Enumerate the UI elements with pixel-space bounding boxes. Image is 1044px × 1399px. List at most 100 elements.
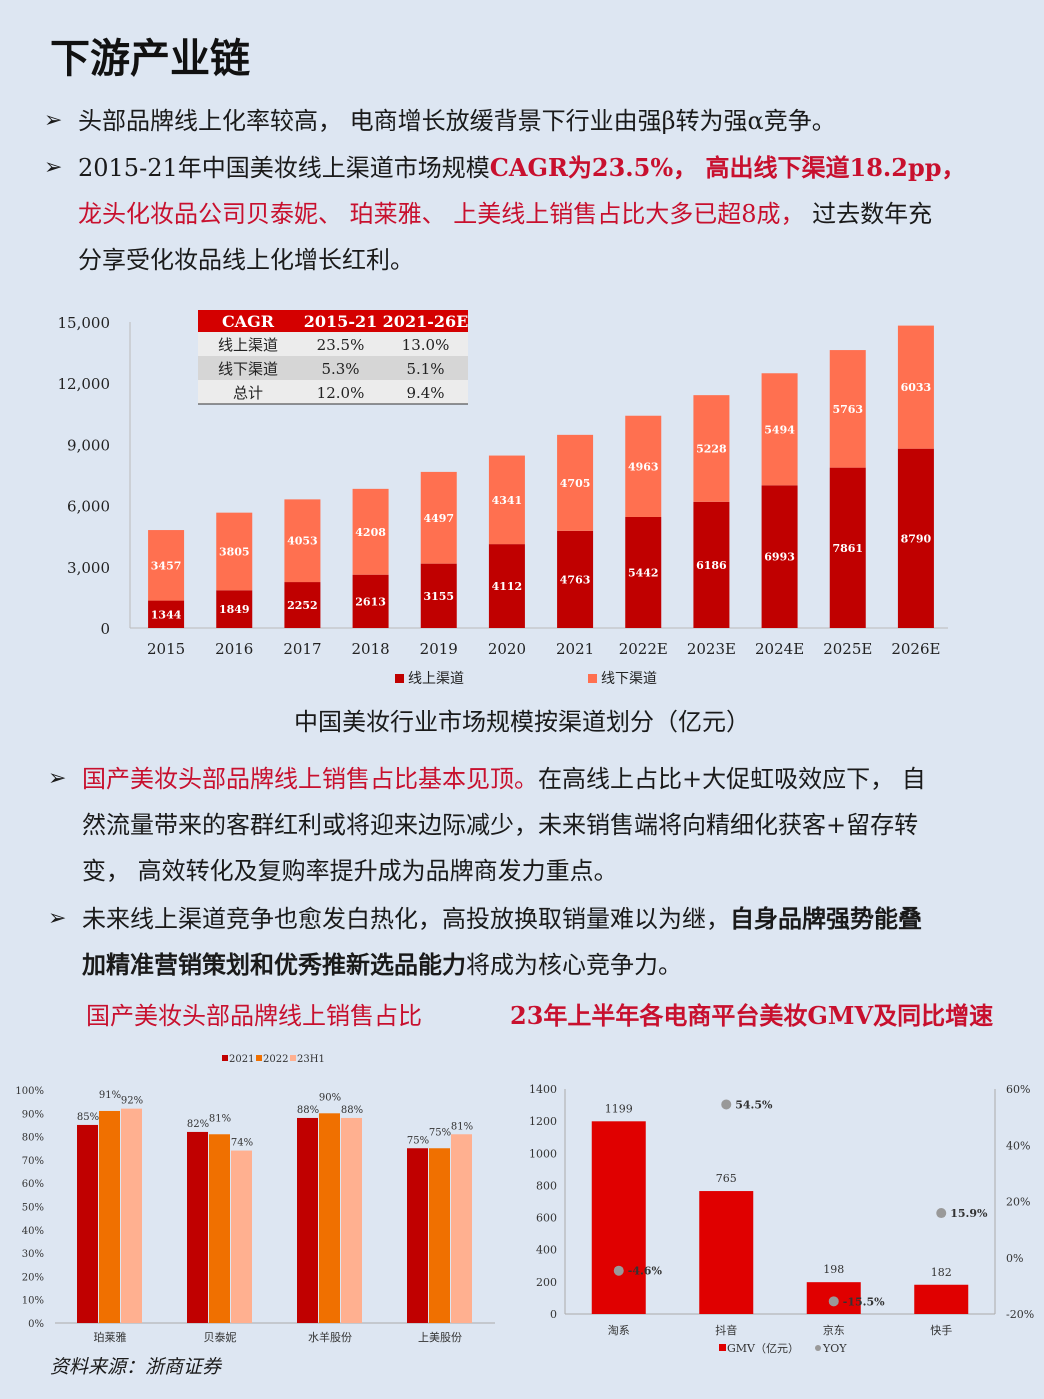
x-tick-label: 2017	[283, 640, 321, 658]
x-tick-label: 2021	[556, 640, 594, 658]
bullet-4-text: 未来线上渠道竞争也愈发白热化，高投放换取销量难以为继，	[82, 905, 730, 933]
bullet-3: ➢ 国产美妆头部品牌线上销售占比基本见顶。在高线上占比+大促虹吸效应下， 自 然…	[48, 756, 1002, 894]
y-tick-label: 90%	[22, 1109, 44, 1120]
x-tick-label: 2015	[147, 640, 185, 658]
bar	[451, 1134, 472, 1323]
table-cell: 线下渠道	[218, 360, 278, 378]
data-label-offline: 4705	[560, 477, 591, 490]
data-label-online: 6993	[764, 551, 795, 564]
bar	[121, 1108, 142, 1323]
y-tick-label: 20%	[22, 1272, 44, 1283]
y-tick-label: 9,000	[67, 436, 110, 454]
data-label: 75%	[429, 1127, 451, 1138]
data-label-online: 1344	[151, 608, 182, 621]
data-label-offline: 4208	[355, 526, 386, 539]
bullet-2-highlight: CAGR为23.5%， 高出线下渠道18.2pp，	[489, 153, 966, 182]
bar-gmv	[914, 1284, 969, 1314]
table-header-cell: 2021-26E	[383, 312, 469, 331]
legend-swatch	[290, 1055, 296, 1061]
bar	[407, 1148, 428, 1323]
y-tick-label: 1400	[529, 1083, 557, 1096]
data-label-offline: 3457	[151, 559, 182, 572]
bar-offline	[829, 350, 866, 468]
y-tick-label: 400	[536, 1244, 557, 1257]
y2-tick-label: 40%	[1006, 1139, 1030, 1152]
bar	[77, 1124, 98, 1323]
bullet-1: ➢ 头部品牌线上化率较高， 电商增长放缓背景下行业由强β转为强α竞争。	[44, 98, 836, 144]
y-tick-label: 60%	[22, 1179, 44, 1190]
legend-label: YOY	[822, 1342, 847, 1355]
data-label-yoy: 54.5%	[735, 1098, 773, 1111]
right-chart-title: 23年上半年各电商平台美妆GMV及同比增速	[510, 1001, 994, 1030]
data-label: 88%	[297, 1105, 319, 1116]
yoy-point	[613, 1265, 624, 1276]
data-label: 82%	[187, 1119, 209, 1130]
data-label-online: 4763	[560, 573, 591, 586]
table-cell: 13.0%	[402, 336, 450, 354]
legend-swatch-yoy	[815, 1345, 821, 1351]
legend-label: 线上渠道	[408, 671, 464, 687]
bar	[209, 1134, 230, 1323]
x-tick-label: 2023E	[687, 640, 736, 658]
bullet-3-highlight: 国产美妆头部品牌线上销售占比基本见顶。	[82, 765, 538, 793]
y2-tick-label: 20%	[1006, 1196, 1030, 1209]
yoy-point	[828, 1296, 839, 1307]
x-tick-label: 贝泰妮	[204, 1330, 237, 1344]
bullet-3-text-3: 变， 高效转化及复购率提升成为品牌商发力重点。	[82, 857, 618, 885]
x-tick-label: 水羊股份	[308, 1330, 352, 1344]
y-tick-label: 40%	[22, 1226, 44, 1237]
arrow-bullet-icon: ➢	[44, 155, 63, 180]
y-tick-label: 70%	[22, 1156, 44, 1167]
y-tick-label: 600	[536, 1212, 557, 1225]
y-tick-label: 12,000	[58, 375, 111, 393]
table-cell: 5.1%	[406, 360, 444, 378]
table-cell: 线上渠道	[218, 336, 278, 354]
data-label-offline: 5228	[696, 442, 727, 455]
data-label-offline: 4053	[287, 535, 318, 548]
data-label-online: 2252	[287, 599, 318, 612]
bar-offline	[284, 499, 321, 583]
bullet-4-bold: 自身品牌强势能叠	[730, 904, 922, 933]
online-share-chart: 0% 10% 20% 30% 40% 50% 60% 70% 80% 90% 100% 2021 202…	[15, 1054, 495, 1344]
data-label-gmv: 1199	[605, 1102, 633, 1115]
bar-online	[625, 516, 662, 628]
arrow-bullet-icon: ➢	[48, 766, 67, 791]
x-tick-label: 2016	[215, 640, 253, 658]
x-tick-label: 2025E	[823, 640, 872, 658]
y-tick-label: 0%	[28, 1319, 44, 1330]
bullet-2-highlight-2: 龙头化妆品公司贝泰妮、 珀莱雅、 上美线上销售占比大多已超8成，	[78, 200, 805, 228]
data-label-gmv: 765	[716, 1172, 737, 1185]
data-label-online: 8790	[901, 532, 932, 545]
left-chart-title: 国产美妆头部品牌线上销售占比	[86, 1002, 422, 1030]
table-cell: 5.3%	[321, 360, 359, 378]
bar	[341, 1117, 362, 1323]
table-header-bg	[198, 310, 468, 332]
gmv-chart: 0 200 400 600 800 1000 1200 1400 -20% 0% 20% 40% 60%…	[529, 1083, 1034, 1355]
data-label-online: 3155	[423, 590, 454, 603]
bullet-2-text-2: 过去数年充	[804, 200, 933, 228]
table-cell: 23.5%	[317, 336, 365, 354]
x-tick-label: 2026E	[891, 640, 940, 658]
yoy-point	[721, 1099, 732, 1110]
bar-online	[761, 485, 798, 628]
bar-online	[897, 448, 934, 628]
data-label: 91%	[99, 1090, 121, 1101]
yoy-point	[936, 1208, 947, 1219]
bar-offline	[761, 373, 798, 486]
bullet-4-bold-2: 加精准营销策划和优秀推新选品能力	[82, 950, 466, 979]
data-label-offline: 4497	[423, 512, 454, 525]
arrow-bullet-icon: ➢	[48, 906, 67, 931]
x-tick-label: 2020	[488, 640, 526, 658]
data-label-online: 4112	[492, 580, 523, 593]
bar-online	[148, 600, 185, 628]
x-tick-label: 2024E	[755, 640, 804, 658]
bar-offline	[625, 415, 662, 517]
y-tick-label: 0	[550, 1308, 557, 1321]
y2-tick-label: -20%	[1006, 1308, 1034, 1321]
data-label-gmv: 198	[823, 1263, 844, 1276]
bar-offline	[488, 455, 525, 545]
bar-online	[284, 582, 321, 628]
legend-swatch-online	[395, 674, 404, 683]
bar-offline	[352, 488, 389, 575]
market-size-chart: 0 3,000 6,000 9,000 12,000 15,000 1344 3457 2015…	[58, 310, 948, 687]
